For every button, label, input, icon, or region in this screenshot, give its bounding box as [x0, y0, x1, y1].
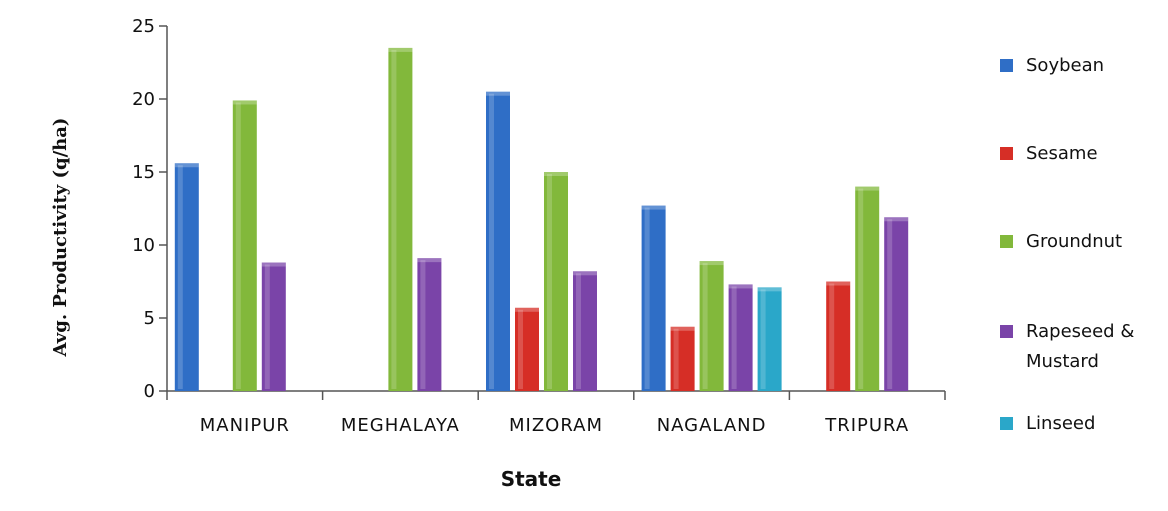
- bar-highlight: [829, 283, 835, 389]
- bar-top-highlight: [261, 262, 286, 267]
- y-tick-label: 15: [132, 162, 155, 183]
- bar-highlight: [420, 260, 426, 389]
- legend: Soybean Sesame Groundnut Rapeseed & Mustard L…: [1000, 55, 1134, 434]
- y-tick-label: 20: [132, 89, 155, 110]
- bar-top-highlight: [699, 261, 724, 266]
- legend-label: Soybean: [1026, 55, 1104, 76]
- bar-highlight: [489, 93, 494, 389]
- bar: [573, 271, 597, 391]
- bar-highlight: [858, 188, 864, 389]
- bars: [174, 47, 909, 392]
- x-tick-label: TRIPURA: [824, 415, 909, 436]
- bar-top-highlight: [641, 205, 666, 210]
- bar-highlight: [547, 174, 552, 389]
- bar-top-highlight: [486, 91, 510, 96]
- bar-highlight: [673, 328, 679, 389]
- bar: [174, 163, 199, 391]
- x-tick-label: NAGALAND: [657, 415, 767, 436]
- bar-highlight: [760, 289, 766, 389]
- bar: [728, 284, 753, 391]
- y-tick-label: 10: [132, 235, 155, 256]
- y-axis-title: Avg. Productivity (q/ha): [50, 118, 71, 358]
- bar-top-highlight: [757, 287, 782, 292]
- legend-swatch: [1000, 325, 1013, 338]
- bar: [261, 262, 286, 391]
- legend-label: Linseed: [1026, 413, 1095, 434]
- axes: 0 5 10 15 20 25 MANIPUR MEGHALAYA MIZORAM NAGALAN…: [132, 16, 946, 436]
- bar-top-highlight: [515, 307, 539, 312]
- bar: [388, 47, 413, 392]
- bar: [417, 258, 442, 391]
- bar: [884, 217, 909, 391]
- bar: [757, 287, 782, 391]
- bar: [232, 100, 257, 392]
- legend-label: Rapeseed &: [1026, 321, 1134, 342]
- bar: [486, 91, 510, 391]
- bar-highlight: [644, 207, 650, 389]
- legend-swatch: [1000, 147, 1013, 160]
- axis-labels: State Avg. Productivity (q/ha): [50, 118, 561, 491]
- bar: [515, 307, 539, 391]
- bar-top-highlight: [884, 217, 909, 222]
- bar: [699, 261, 724, 391]
- bar-highlight: [391, 49, 397, 390]
- legend-swatch: [1000, 59, 1013, 72]
- bar-highlight: [518, 309, 523, 389]
- legend-swatch: [1000, 417, 1013, 430]
- bar: [826, 281, 851, 391]
- bar-top-highlight: [232, 100, 257, 105]
- bar-top-highlight: [417, 258, 442, 263]
- bar: [641, 205, 666, 391]
- bar-top-highlight: [388, 47, 413, 52]
- bar: [544, 172, 568, 391]
- bar-top-highlight: [174, 163, 199, 168]
- bar-highlight: [887, 219, 893, 389]
- bar-highlight: [235, 102, 241, 390]
- y-tick-label: 0: [144, 381, 155, 402]
- x-tick-label: MIZORAM: [509, 415, 603, 436]
- y-tick-label: 5: [144, 308, 155, 329]
- bar-highlight: [177, 165, 183, 389]
- bar-highlight: [702, 263, 708, 389]
- bar-highlight: [731, 286, 737, 389]
- bar-top-highlight: [826, 281, 851, 286]
- bar-top-highlight: [670, 326, 695, 331]
- legend-label: Groundnut: [1026, 231, 1122, 252]
- bar-highlight: [576, 273, 581, 389]
- bar-top-highlight: [544, 172, 568, 176]
- bar-top-highlight: [573, 271, 597, 276]
- bar-highlight: [264, 264, 270, 389]
- bar-top-highlight: [855, 186, 880, 191]
- legend-label: Sesame: [1026, 143, 1098, 164]
- y-tick-label: 25: [132, 16, 155, 37]
- bar-top-highlight: [728, 284, 753, 289]
- x-tick-label: MANIPUR: [200, 415, 290, 436]
- x-tick-label: MEGHALAYA: [341, 415, 460, 436]
- x-axis-title: State: [501, 467, 562, 491]
- legend-swatch: [1000, 235, 1013, 248]
- bar: [670, 326, 695, 391]
- legend-label: Mustard: [1026, 351, 1099, 372]
- bar: [855, 186, 880, 391]
